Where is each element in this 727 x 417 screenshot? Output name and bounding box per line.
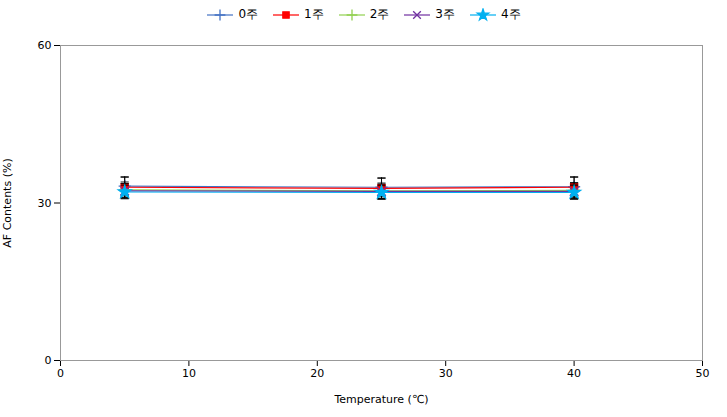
svg-text:40: 40	[567, 367, 581, 380]
svg-text:10: 10	[182, 367, 196, 380]
svg-text:0: 0	[57, 367, 64, 380]
html-text:0주: 0주	[238, 7, 258, 21]
svg-text:20: 20	[310, 367, 324, 380]
svg-text:Temperature (℃): Temperature (℃)	[333, 393, 428, 406]
svg-text:AF Contents (%): AF Contents (%)	[1, 158, 14, 247]
svg-text:30: 30	[38, 197, 52, 210]
svg-text:0: 0	[45, 354, 52, 367]
html-text:1주: 1주	[304, 7, 324, 21]
svg-text:60: 60	[38, 39, 52, 52]
svg-text:30: 30	[439, 367, 453, 380]
svg-text:50: 50	[696, 367, 710, 380]
html-text:4주: 4주	[501, 7, 521, 21]
html-text:2주: 2주	[369, 7, 390, 21]
html-text:3주: 3주	[435, 7, 455, 21]
